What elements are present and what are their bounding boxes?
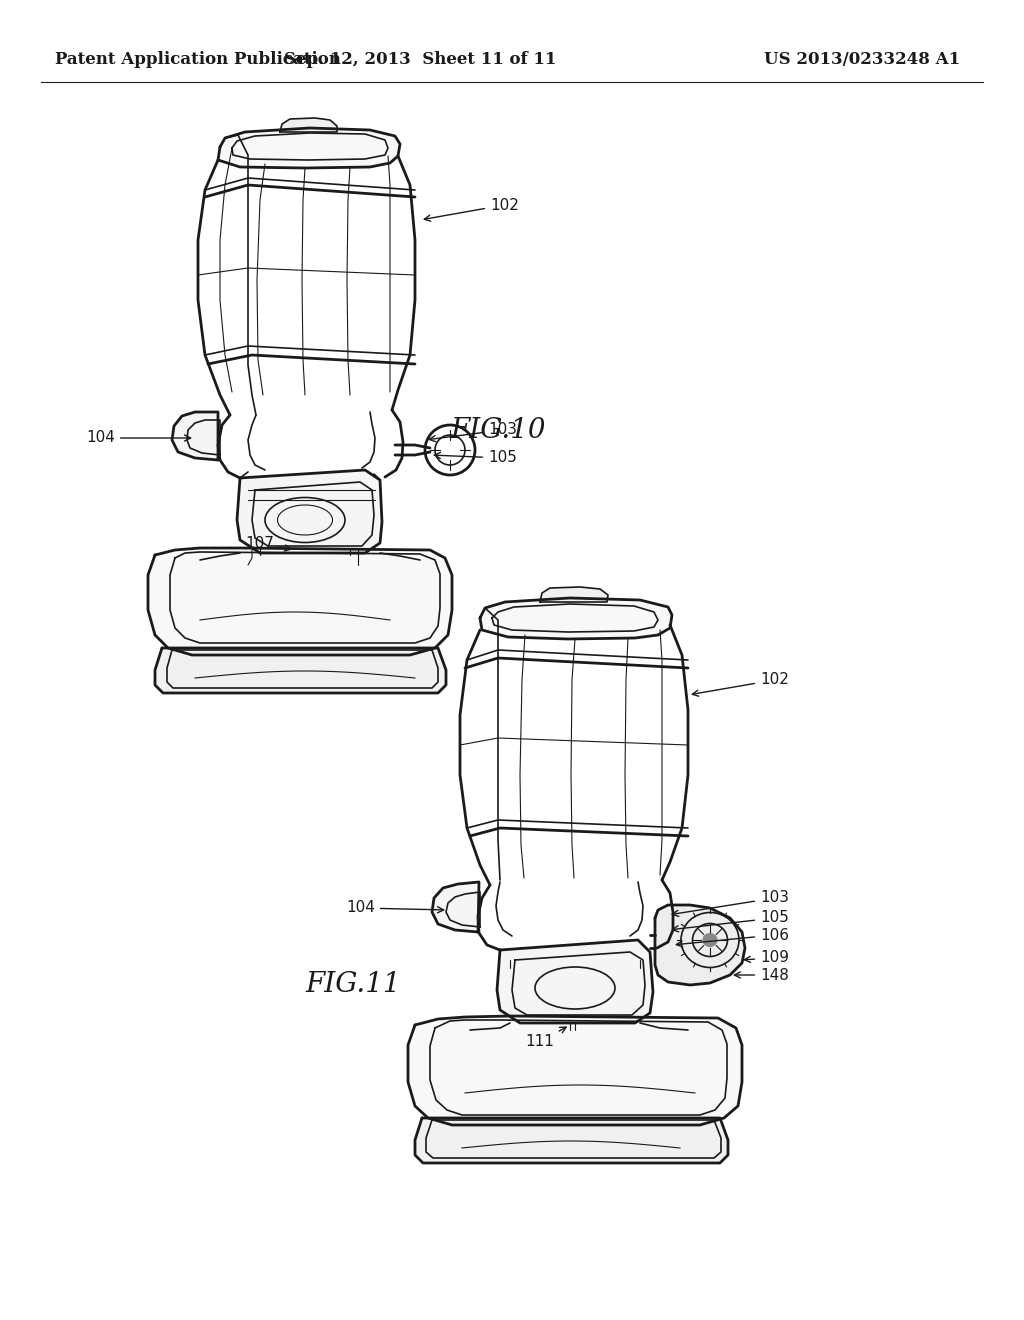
Ellipse shape — [703, 933, 717, 946]
Text: 111: 111 — [525, 1027, 566, 1049]
Text: Patent Application Publication: Patent Application Publication — [55, 51, 341, 69]
Text: 103: 103 — [429, 422, 517, 442]
Text: FIG.11: FIG.11 — [305, 972, 400, 998]
Text: 104: 104 — [86, 430, 190, 446]
Text: 102: 102 — [424, 198, 519, 222]
Polygon shape — [148, 548, 452, 655]
Polygon shape — [280, 117, 337, 132]
Text: 109: 109 — [744, 950, 790, 965]
Polygon shape — [172, 412, 218, 459]
Polygon shape — [655, 906, 745, 985]
Text: 106: 106 — [676, 928, 790, 946]
Text: 105: 105 — [673, 911, 788, 932]
Text: 107: 107 — [245, 536, 291, 550]
Text: FIG.10: FIG.10 — [450, 417, 546, 444]
Text: 105: 105 — [434, 450, 517, 466]
Polygon shape — [155, 648, 446, 693]
Polygon shape — [480, 598, 672, 639]
Polygon shape — [432, 882, 479, 932]
Text: Sep. 12, 2013  Sheet 11 of 11: Sep. 12, 2013 Sheet 11 of 11 — [284, 51, 556, 69]
Polygon shape — [415, 1118, 728, 1163]
Text: 148: 148 — [734, 968, 788, 982]
Polygon shape — [408, 1016, 742, 1125]
Polygon shape — [237, 470, 382, 553]
Text: 102: 102 — [692, 672, 788, 696]
Text: 104: 104 — [346, 900, 443, 916]
Text: 103: 103 — [673, 891, 790, 916]
Polygon shape — [497, 940, 653, 1023]
Text: US 2013/0233248 A1: US 2013/0233248 A1 — [764, 51, 961, 69]
Polygon shape — [218, 128, 400, 168]
Polygon shape — [540, 587, 608, 602]
